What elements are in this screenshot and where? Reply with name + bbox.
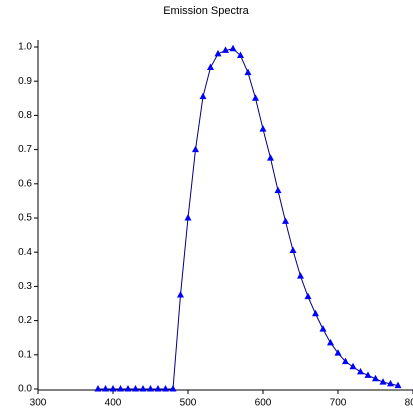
series-line (98, 48, 399, 390)
data-point (267, 154, 274, 161)
y-tick-label: 0.6 (18, 178, 32, 189)
data-point (304, 292, 312, 300)
data-point (229, 44, 237, 52)
data-point (237, 51, 244, 59)
data-point (177, 290, 184, 298)
data-point (312, 309, 319, 317)
data-point (154, 385, 162, 392)
data-point (214, 49, 222, 57)
data-point (117, 385, 124, 392)
data-point (147, 385, 154, 392)
x-tick-label: 700 (330, 398, 347, 409)
data-point (387, 379, 394, 387)
data-point (289, 246, 297, 253)
x-tick-label: 600 (255, 398, 272, 409)
y-tick-label: 1.0 (18, 42, 32, 53)
data-point (169, 385, 177, 392)
data-point (222, 46, 229, 53)
data-point (207, 63, 214, 71)
data-point (297, 272, 304, 279)
data-point (192, 145, 199, 153)
data-point (199, 92, 207, 100)
data-point (252, 94, 259, 101)
x-tick-label: 400 (105, 398, 122, 409)
data-point (124, 385, 132, 392)
data-point (282, 217, 289, 224)
y-tick-label: 0.9 (18, 76, 32, 87)
data-point (109, 385, 117, 392)
x-tick-label: 300 (30, 398, 47, 409)
data-point (184, 214, 192, 221)
chart-title: Emission Spectra (163, 5, 249, 17)
data-point (327, 338, 334, 346)
data-point (342, 357, 349, 365)
x-tick-label: 500 (180, 398, 197, 409)
y-tick-label: 0.7 (18, 144, 32, 155)
y-tick-label: 0.5 (18, 213, 32, 224)
y-tick-label: 0.8 (18, 110, 32, 121)
data-point (357, 367, 364, 375)
y-tick-label: 0.1 (18, 349, 32, 360)
data-point (132, 385, 139, 392)
data-point (162, 385, 169, 392)
data-point (364, 371, 372, 378)
data-point (394, 381, 402, 389)
y-tick-label: 0.4 (18, 247, 32, 258)
data-point (379, 378, 387, 385)
data-point (319, 325, 327, 332)
data-point (274, 186, 282, 194)
data-point (372, 374, 379, 382)
y-tick-label: 0.2 (18, 315, 32, 326)
x-tick-label: 800 (405, 398, 413, 409)
data-point (94, 385, 102, 392)
data-point (139, 385, 147, 392)
y-tick-label: 0.3 (18, 281, 32, 292)
data-point (244, 68, 252, 76)
data-point (259, 125, 267, 132)
data-point (349, 362, 357, 370)
data-point (334, 349, 342, 356)
data-point (102, 385, 109, 392)
y-tick-label: 0.0 (18, 384, 32, 395)
